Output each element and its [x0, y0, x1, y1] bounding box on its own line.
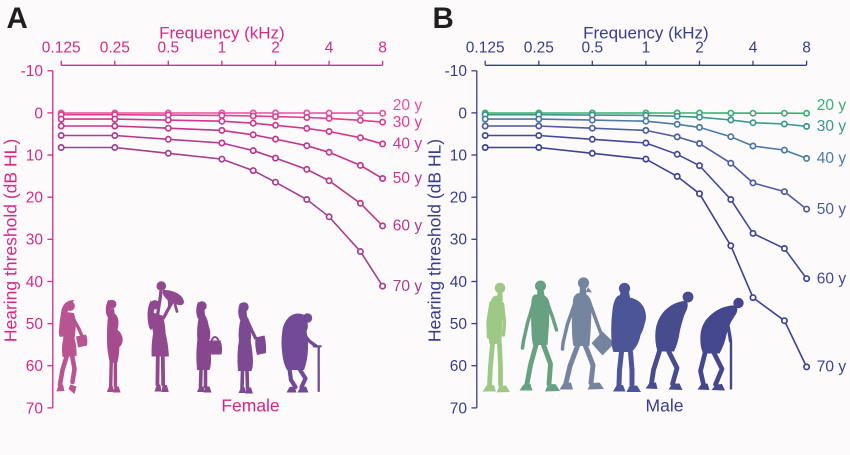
svg-text:30 y: 30 y	[393, 114, 423, 131]
svg-text:60: 60	[26, 358, 44, 375]
svg-text:-10: -10	[21, 63, 44, 80]
svg-text:70 y: 70 y	[393, 278, 423, 295]
svg-text:8: 8	[378, 40, 387, 57]
svg-text:10: 10	[26, 147, 44, 164]
svg-text:50: 50	[450, 316, 468, 333]
svg-text:2: 2	[695, 40, 704, 57]
svg-text:Hearing threshold (dB HL): Hearing threshold (dB HL)	[1, 139, 21, 342]
svg-text:Female: Female	[221, 396, 279, 416]
svg-text:10: 10	[450, 147, 468, 164]
svg-text:Frequency (kHz): Frequency (kHz)	[583, 24, 709, 43]
svg-text:0: 0	[34, 105, 43, 122]
svg-text:Hearing threshold (dB HL): Hearing threshold (dB HL)	[425, 139, 445, 342]
svg-text:30: 30	[26, 232, 44, 249]
svg-text:20 y: 20 y	[817, 97, 847, 114]
svg-text:70: 70	[26, 400, 44, 417]
svg-text:30: 30	[450, 232, 468, 249]
svg-text:70: 70	[450, 400, 468, 417]
svg-text:70 y: 70 y	[817, 359, 847, 376]
svg-text:40 y: 40 y	[817, 150, 847, 167]
svg-text:40: 40	[450, 274, 468, 291]
svg-text:1: 1	[642, 40, 651, 57]
svg-text:30 y: 30 y	[817, 118, 847, 135]
svg-text:1: 1	[218, 40, 227, 57]
svg-text:20: 20	[450, 190, 468, 207]
svg-text:50 y: 50 y	[393, 170, 423, 187]
svg-text:20 y: 20 y	[393, 97, 423, 114]
svg-text:50 y: 50 y	[817, 201, 847, 218]
svg-text:-10: -10	[445, 63, 468, 80]
svg-text:Male: Male	[646, 396, 684, 416]
svg-text:Frequency (kHz): Frequency (kHz)	[159, 24, 285, 43]
svg-text:8: 8	[802, 40, 811, 57]
svg-text:0: 0	[458, 105, 467, 122]
svg-text:4: 4	[325, 40, 334, 57]
svg-text:40 y: 40 y	[393, 136, 423, 153]
svg-text:20: 20	[26, 190, 44, 207]
svg-text:0.5: 0.5	[158, 40, 180, 57]
svg-text:A: A	[7, 2, 28, 35]
svg-text:4: 4	[749, 40, 758, 57]
svg-text:2: 2	[271, 40, 280, 57]
svg-text:60: 60	[450, 358, 468, 375]
svg-text:0.5: 0.5	[582, 40, 604, 57]
svg-text:0.125: 0.125	[466, 40, 505, 57]
svg-text:60 y: 60 y	[393, 218, 423, 235]
svg-text:0.25: 0.25	[524, 40, 554, 57]
svg-text:40: 40	[26, 274, 44, 291]
svg-text:B: B	[433, 2, 454, 35]
svg-text:0.125: 0.125	[42, 40, 81, 57]
svg-text:0.25: 0.25	[100, 40, 130, 57]
svg-text:60 y: 60 y	[817, 270, 847, 287]
svg-text:50: 50	[26, 316, 44, 333]
